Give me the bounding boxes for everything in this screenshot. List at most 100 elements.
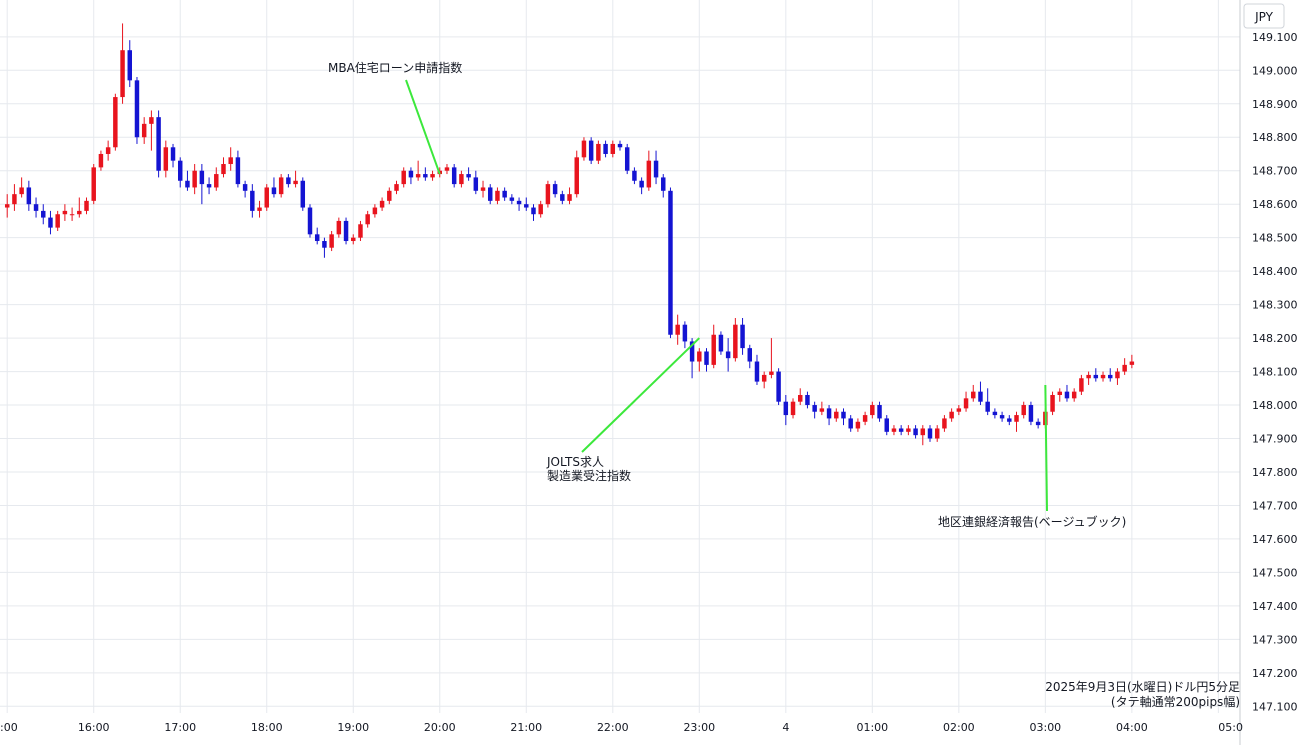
x-tick-label: 03:00 bbox=[1029, 721, 1061, 734]
candle-body bbox=[300, 180, 306, 208]
candle bbox=[1021, 401, 1026, 419]
candle bbox=[264, 184, 269, 211]
candle bbox=[877, 401, 882, 422]
annotation-pointer bbox=[1044, 384, 1048, 512]
y-tick-label: 149.000 bbox=[1252, 64, 1298, 77]
candle bbox=[805, 391, 810, 409]
y-tick-label: 147.500 bbox=[1252, 566, 1298, 579]
candle-body bbox=[1093, 374, 1099, 379]
candle-body bbox=[898, 428, 904, 432]
candle bbox=[927, 425, 933, 442]
candle bbox=[581, 137, 587, 161]
candle bbox=[1071, 388, 1077, 402]
y-tick-label: 148.900 bbox=[1252, 98, 1298, 111]
candle bbox=[502, 187, 507, 201]
grid bbox=[0, 0, 1240, 713]
candle-body bbox=[1100, 374, 1106, 379]
candle-body bbox=[689, 341, 695, 362]
candle bbox=[12, 184, 17, 211]
candle-body bbox=[624, 147, 630, 171]
candle-body bbox=[387, 190, 392, 201]
candle-body bbox=[423, 174, 428, 178]
candle-body bbox=[242, 184, 248, 191]
candle-body bbox=[1028, 405, 1034, 422]
candle bbox=[451, 164, 457, 188]
candle-body bbox=[783, 401, 789, 416]
candle bbox=[884, 415, 889, 436]
candle-body bbox=[120, 50, 125, 98]
x-tick-label: 16:00 bbox=[78, 721, 110, 734]
candle-body bbox=[776, 371, 781, 402]
candle-body bbox=[646, 160, 652, 188]
candle bbox=[1035, 418, 1041, 429]
candle-body bbox=[156, 117, 161, 171]
candle bbox=[4, 194, 10, 218]
candle bbox=[177, 157, 183, 188]
candle-body bbox=[632, 170, 637, 181]
candle-body bbox=[999, 415, 1005, 419]
x-tick-label: :00 bbox=[0, 721, 18, 734]
candle bbox=[812, 401, 817, 419]
candle-body bbox=[790, 401, 796, 416]
candle-body bbox=[725, 351, 731, 359]
candle bbox=[48, 210, 53, 235]
y-tick-label: 147.900 bbox=[1252, 433, 1298, 446]
candle-body bbox=[978, 391, 983, 402]
annotation-label: MBA住宅ローン申請指数 bbox=[328, 60, 462, 75]
candle bbox=[41, 204, 46, 225]
candle-body bbox=[747, 348, 753, 362]
candle bbox=[675, 314, 680, 345]
candle-body bbox=[401, 170, 406, 185]
candle bbox=[963, 391, 969, 412]
candle-body bbox=[466, 174, 471, 178]
candle bbox=[199, 164, 205, 205]
candle bbox=[228, 147, 233, 171]
candle-body bbox=[1021, 405, 1026, 416]
candle-body bbox=[343, 220, 349, 242]
candle-body bbox=[588, 140, 594, 161]
y-tick-label: 148.500 bbox=[1252, 232, 1298, 245]
candle-body bbox=[639, 180, 644, 188]
candle bbox=[668, 187, 673, 339]
candle bbox=[156, 110, 161, 178]
candle bbox=[55, 210, 60, 231]
candle-body bbox=[250, 190, 255, 211]
candle-body bbox=[372, 207, 378, 215]
candle-body bbox=[480, 187, 486, 191]
candle-body bbox=[1107, 374, 1113, 379]
candle-body bbox=[697, 351, 702, 362]
candle bbox=[113, 93, 118, 151]
candle-body bbox=[574, 157, 579, 195]
candle-body bbox=[963, 398, 969, 409]
x-tick-label: 4 bbox=[782, 721, 789, 734]
candle bbox=[185, 170, 190, 191]
candles bbox=[4, 23, 1135, 446]
candle bbox=[971, 384, 976, 402]
y-tick-label: 147.400 bbox=[1252, 600, 1298, 613]
candle-body bbox=[1129, 361, 1135, 365]
candle-body bbox=[870, 405, 875, 416]
y-tick-label: 148.100 bbox=[1252, 366, 1298, 379]
candle bbox=[942, 415, 947, 432]
candle-body bbox=[84, 200, 89, 211]
caption: 2025年9月3日(水曜日)ドル円5分足 (タテ軸通常200pips幅) bbox=[1045, 680, 1240, 709]
currency-badge[interactable] bbox=[1243, 3, 1285, 29]
candle-body bbox=[610, 143, 616, 154]
candle bbox=[84, 197, 89, 215]
candle-body bbox=[430, 174, 435, 178]
candle bbox=[761, 371, 767, 389]
candle bbox=[516, 197, 522, 211]
candle-body bbox=[451, 167, 457, 185]
candle bbox=[524, 197, 529, 211]
y-tick-label: 147.300 bbox=[1252, 633, 1298, 646]
x-tick-label: 18:00 bbox=[251, 721, 283, 734]
candle-body bbox=[358, 224, 363, 238]
candle bbox=[98, 150, 104, 171]
candle-body bbox=[214, 174, 219, 188]
candle bbox=[1100, 371, 1106, 382]
candle bbox=[538, 200, 543, 218]
candle bbox=[682, 321, 688, 349]
candle-body bbox=[545, 184, 551, 205]
